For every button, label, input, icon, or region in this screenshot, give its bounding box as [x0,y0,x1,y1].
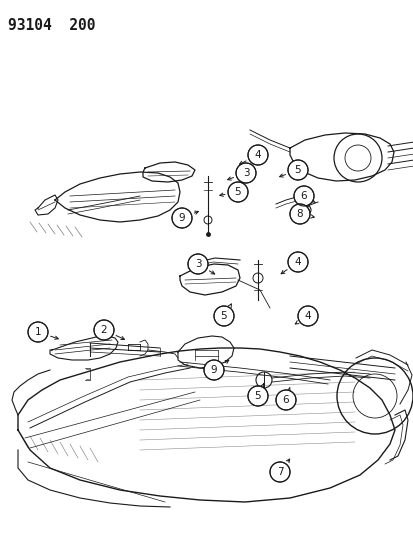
Text: 5: 5 [294,165,301,175]
Circle shape [171,208,192,228]
Text: 3: 3 [194,259,201,269]
Circle shape [293,186,313,206]
Circle shape [289,204,309,224]
Circle shape [188,254,207,274]
Text: 3: 3 [242,168,249,178]
Text: 8: 8 [296,209,303,219]
Text: 9: 9 [210,365,217,375]
Text: 9: 9 [178,213,185,223]
Text: 6: 6 [282,395,289,405]
Circle shape [269,462,289,482]
Circle shape [204,360,223,380]
Text: 93104  200: 93104 200 [8,18,95,33]
Circle shape [94,320,114,340]
Text: 1: 1 [35,327,41,337]
Circle shape [275,390,295,410]
Text: 5: 5 [220,311,227,321]
Text: 7: 7 [276,467,282,477]
Circle shape [247,145,267,165]
Text: 5: 5 [254,391,261,401]
Circle shape [228,182,247,202]
Circle shape [287,252,307,272]
Text: 4: 4 [304,311,311,321]
Text: 5: 5 [234,187,241,197]
Circle shape [297,306,317,326]
Text: 2: 2 [100,325,107,335]
Circle shape [214,306,233,326]
Text: 4: 4 [294,257,301,267]
Text: 4: 4 [254,150,261,160]
Circle shape [28,322,48,342]
Text: 6: 6 [300,191,306,201]
Circle shape [247,386,267,406]
Circle shape [235,163,255,183]
Circle shape [287,160,307,180]
